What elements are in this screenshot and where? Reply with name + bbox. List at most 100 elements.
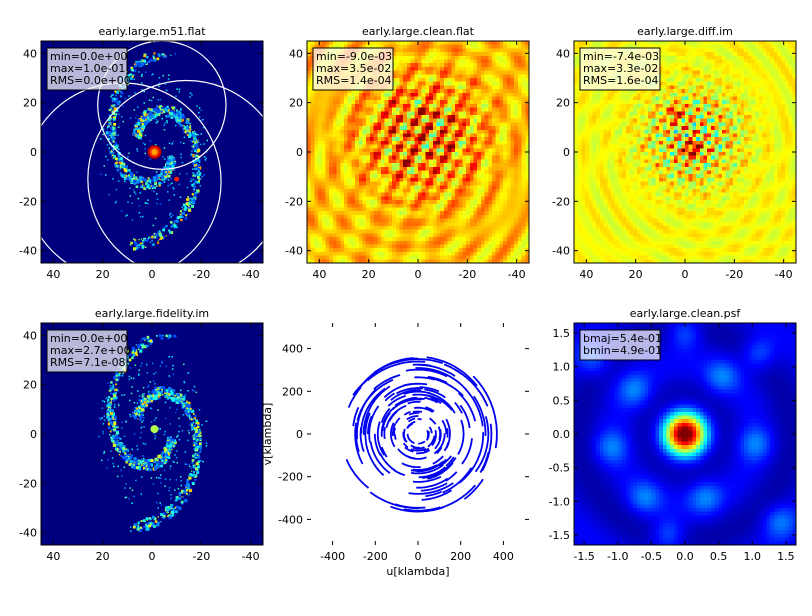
- image-cell: [385, 93, 389, 97]
- image-cell: [462, 171, 466, 175]
- image-cell: [407, 71, 411, 75]
- image-cell: [414, 182, 418, 186]
- image-cell: [485, 145, 489, 149]
- image-cell: [492, 148, 496, 152]
- image-cell: [511, 241, 515, 245]
- image-cell: [370, 134, 374, 138]
- image-cell: [418, 111, 422, 115]
- image-cell: [318, 152, 322, 156]
- image-cell: [499, 119, 503, 123]
- image-cell: [359, 233, 363, 237]
- image-cell: [318, 208, 322, 212]
- image-cell: [403, 115, 407, 119]
- image-cell: [466, 115, 470, 119]
- image-cell: [440, 219, 444, 223]
- image-cell: [411, 163, 415, 167]
- image-cell: [370, 104, 374, 108]
- image-cell: [414, 248, 418, 252]
- image-cell: [403, 219, 407, 223]
- image-cell: [355, 204, 359, 208]
- image-cell: [462, 152, 466, 156]
- image-cell: [477, 63, 481, 67]
- image-cell: [462, 67, 466, 71]
- image-cell: [340, 178, 344, 182]
- image-cell: [381, 137, 385, 141]
- image-cell: [314, 193, 318, 197]
- image-cell: [359, 196, 363, 200]
- image-cell: [344, 233, 348, 237]
- image-cell: [311, 167, 315, 171]
- image-cell: [440, 89, 444, 93]
- image-cell: [370, 141, 374, 145]
- image-cell: [407, 252, 411, 256]
- emission-pixel: [142, 245, 145, 248]
- image-cell: [311, 163, 315, 167]
- image-cell: [344, 230, 348, 234]
- image-cell: [518, 145, 522, 149]
- emission-pixel: [129, 179, 131, 181]
- image-cell: [418, 41, 422, 45]
- image-cell: [451, 130, 455, 134]
- image-cell: [329, 185, 333, 189]
- image-cell: [333, 196, 337, 200]
- emission-pixel: [166, 178, 168, 180]
- image-cell: [414, 63, 418, 67]
- emission-pixel: [127, 201, 129, 203]
- image-cell: [348, 97, 352, 101]
- image-cell: [433, 233, 437, 237]
- image-cell: [333, 222, 337, 226]
- emission-pixel: [197, 176, 200, 179]
- image-cell: [451, 111, 455, 115]
- image-cell: [340, 111, 344, 115]
- image-cell: [440, 74, 444, 78]
- image-cell: [414, 89, 418, 93]
- image-cell: [522, 252, 526, 256]
- image-cell: [470, 252, 474, 256]
- image-cell: [462, 182, 466, 186]
- emission-pixel: [174, 110, 175, 111]
- image-cell: [322, 97, 326, 101]
- image-cell: [741, 41, 745, 45]
- image-cell: [414, 163, 418, 167]
- image-cell: [425, 204, 429, 208]
- image-cell: [503, 163, 507, 167]
- image-cell: [433, 78, 437, 82]
- image-cell: [466, 52, 470, 56]
- image-cell: [433, 182, 437, 186]
- image-cell: [422, 233, 426, 237]
- y-tick-label: 0: [296, 146, 303, 159]
- emission-pixel: [112, 136, 114, 138]
- image-cell: [377, 226, 381, 230]
- image-cell: [507, 115, 511, 119]
- image-cell: [418, 108, 422, 112]
- emission-pixel: [144, 188, 146, 190]
- image-cell: [348, 115, 352, 119]
- image-cell: [388, 226, 392, 230]
- emission-pixel: [113, 121, 114, 122]
- image-cell: [462, 193, 466, 197]
- emission-pixel: [197, 150, 199, 152]
- image-cell: [363, 237, 367, 241]
- image-cell: [433, 219, 437, 223]
- emission-pixel: [113, 140, 115, 142]
- image-cell: [466, 152, 470, 156]
- image-cell: [329, 245, 333, 249]
- image-cell: [507, 85, 511, 89]
- image-cell: [348, 119, 352, 123]
- image-cell: [522, 230, 526, 234]
- image-cell: [470, 100, 474, 104]
- image-cell: [355, 241, 359, 245]
- image-cell: [785, 41, 789, 45]
- image-cell: [385, 222, 389, 226]
- image-cell: [418, 171, 422, 175]
- image-cell: [370, 100, 374, 104]
- image-cell: [444, 248, 448, 252]
- image-cell: [451, 108, 455, 112]
- image-cell: [518, 167, 522, 171]
- image-cell: [444, 196, 448, 200]
- image-cell: [444, 152, 448, 156]
- image-cell: [444, 245, 448, 249]
- image-cell: [326, 204, 330, 208]
- image-cell: [377, 104, 381, 108]
- emission-pixel: [163, 234, 164, 235]
